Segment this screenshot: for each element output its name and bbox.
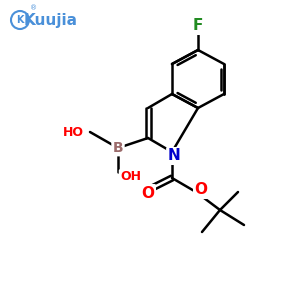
Text: O: O (142, 185, 154, 200)
Text: Kuujia: Kuujia (24, 13, 78, 28)
Text: N: N (168, 148, 180, 164)
Text: F: F (193, 19, 203, 34)
Text: OH: OH (120, 170, 141, 184)
Text: K: K (16, 15, 24, 25)
Text: HO: HO (63, 125, 84, 139)
Text: B: B (113, 141, 123, 155)
Text: ®: ® (30, 5, 37, 11)
Text: O: O (194, 182, 208, 197)
